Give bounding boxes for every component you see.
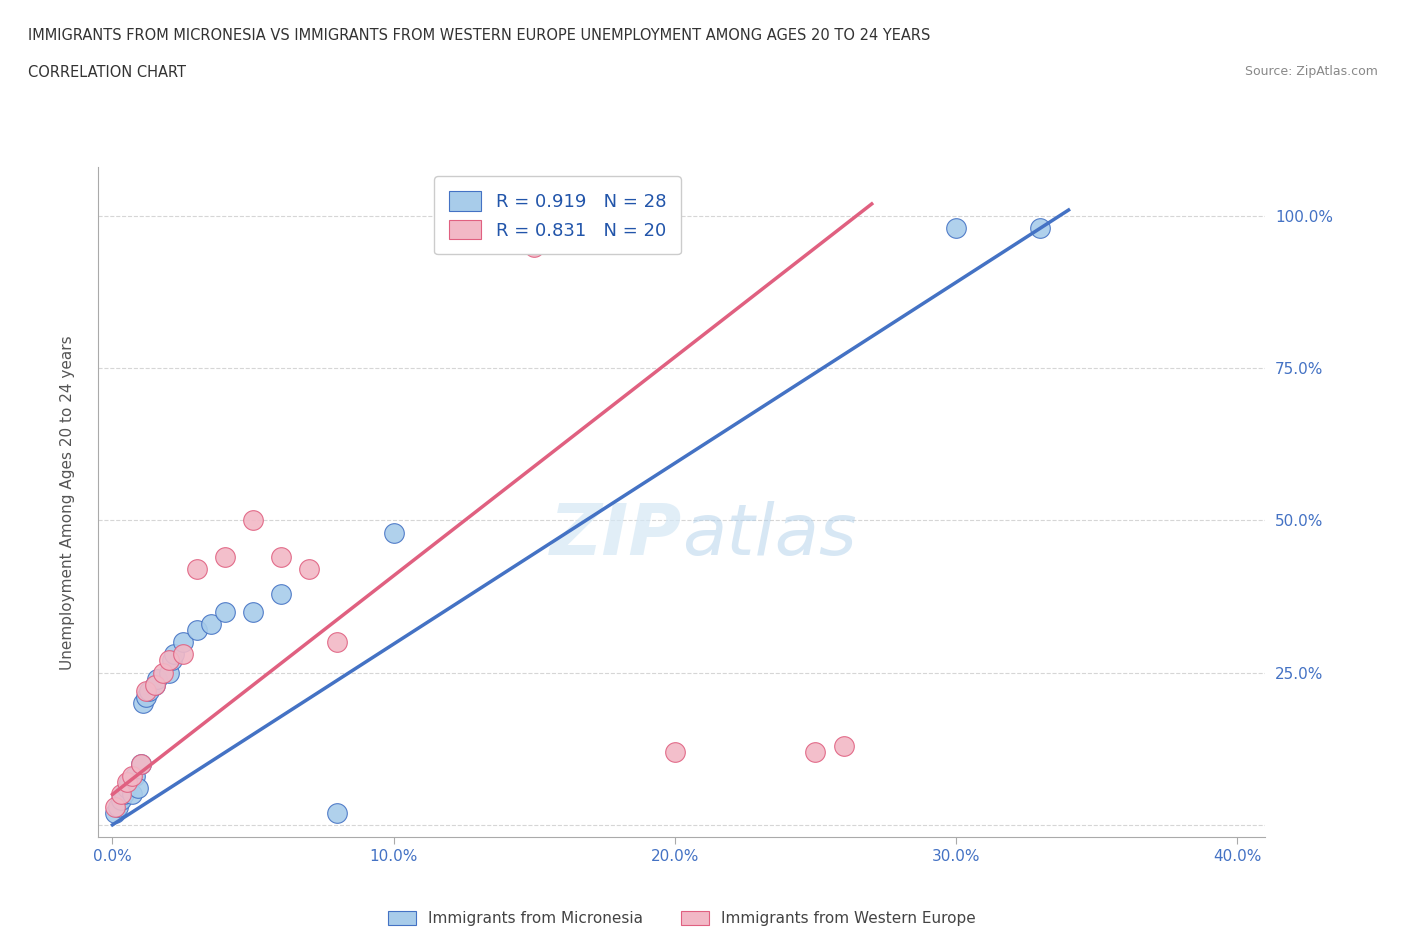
Text: IMMIGRANTS FROM MICRONESIA VS IMMIGRANTS FROM WESTERN EUROPE UNEMPLOYMENT AMONG : IMMIGRANTS FROM MICRONESIA VS IMMIGRANTS… [28, 28, 931, 43]
Point [163, 647, 186, 662]
Point [127, 781, 149, 796]
Point [132, 696, 155, 711]
Point [186, 562, 208, 577]
Text: Source: ZipAtlas.com: Source: ZipAtlas.com [1244, 65, 1378, 78]
Point [121, 787, 143, 802]
Point [146, 671, 169, 686]
Point [138, 684, 160, 698]
Point [112, 787, 135, 802]
Point [270, 550, 292, 565]
Point [326, 805, 349, 820]
Legend: Immigrants from Micronesia, Immigrants from Western Europe: Immigrants from Micronesia, Immigrants f… [382, 905, 981, 930]
Point [143, 677, 166, 692]
Point [186, 622, 208, 637]
Point [270, 586, 292, 601]
Point [129, 756, 152, 771]
Point [214, 604, 236, 619]
Point [110, 793, 132, 808]
Point [242, 604, 264, 619]
Text: ZIP: ZIP [550, 501, 682, 570]
Y-axis label: Unemployment Among Ages 20 to 24 years: Unemployment Among Ages 20 to 24 years [60, 335, 75, 670]
Point [104, 799, 127, 814]
Point [945, 220, 967, 235]
Point [804, 744, 827, 759]
Point [152, 665, 174, 680]
Point [172, 647, 194, 662]
Point [121, 769, 143, 784]
Point [135, 689, 157, 704]
Text: CORRELATION CHART: CORRELATION CHART [28, 65, 186, 80]
Point [523, 239, 546, 254]
Point [124, 769, 146, 784]
Point [115, 781, 138, 796]
Point [107, 799, 129, 814]
Point [143, 677, 166, 692]
Point [242, 513, 264, 528]
Point [664, 744, 686, 759]
Point [160, 653, 183, 668]
Point [129, 756, 152, 771]
Point [157, 665, 180, 680]
Point [157, 653, 180, 668]
Point [382, 525, 405, 540]
Point [214, 550, 236, 565]
Point [832, 738, 855, 753]
Point [115, 775, 138, 790]
Point [172, 635, 194, 650]
Point [1029, 220, 1052, 235]
Point [118, 775, 141, 790]
Text: atlas: atlas [682, 501, 856, 570]
Point [104, 805, 127, 820]
Point [326, 635, 349, 650]
Point [110, 787, 132, 802]
Point [298, 562, 321, 577]
Point [135, 684, 157, 698]
Point [200, 617, 222, 631]
